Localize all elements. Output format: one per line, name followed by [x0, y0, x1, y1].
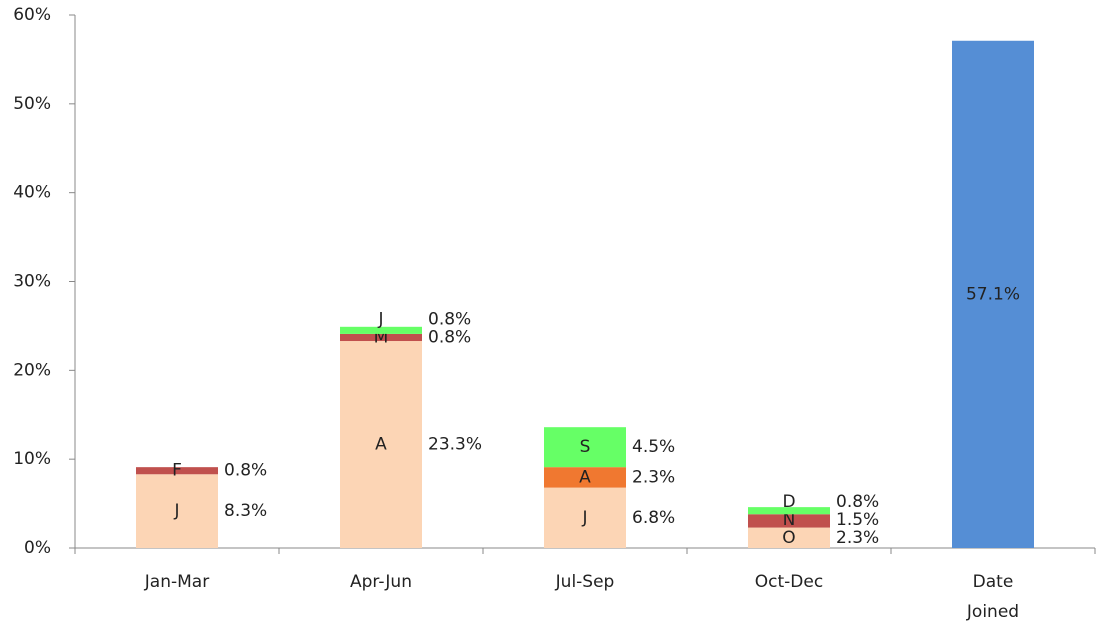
bar-segment [544, 487, 626, 548]
value-label: 1.5% [836, 510, 879, 530]
y-tick-label: 20% [13, 360, 51, 380]
bar-segment [340, 333, 422, 342]
y-tick-label: 30% [13, 272, 51, 292]
bar-segment [952, 40, 1034, 549]
value-label: 0.8% [428, 309, 471, 329]
value-label: 23.3% [428, 435, 482, 455]
bar-segment [748, 514, 830, 528]
segment-letter: O [782, 528, 795, 548]
value-label: 0.8% [836, 492, 879, 512]
segment-letter: A [579, 467, 591, 487]
x-tick-label: Apr-Jun [350, 572, 412, 592]
segment-letter: J [173, 501, 179, 521]
value-label: 8.3% [224, 501, 267, 521]
segment-letter: J [377, 309, 383, 329]
bar-segment [748, 507, 830, 515]
x-tick-label: Date Joined [966, 572, 1019, 622]
y-tick-label: 40% [13, 183, 51, 203]
segment-letter: A [375, 435, 387, 455]
value-label: 2.3% [632, 467, 675, 487]
segment-letter: N [783, 510, 796, 530]
segment-letter: D [782, 492, 795, 512]
y-tick-label: 0% [24, 538, 51, 558]
bar-segment [340, 326, 422, 334]
value-label: 0.8% [224, 461, 267, 481]
bar-segment [544, 427, 626, 468]
x-tick-label: Oct-Dec [755, 572, 823, 592]
y-tick-label: 10% [13, 449, 51, 469]
bar-segment [748, 527, 830, 548]
bar-segment [544, 467, 626, 488]
value-label: 4.5% [632, 437, 675, 457]
bar-segment [340, 341, 422, 548]
segment-letter: J [581, 508, 587, 528]
value-label: 57.1% [966, 284, 1020, 304]
segment-letter: F [172, 461, 182, 481]
value-label: 0.8% [428, 327, 471, 347]
segment-letter: S [580, 437, 591, 457]
bar-segment [136, 467, 218, 475]
value-label: 6.8% [632, 508, 675, 528]
bar-segment [136, 474, 218, 548]
y-tick-label: 50% [13, 94, 51, 114]
x-tick-label: Jul-Sep [555, 572, 615, 592]
value-label: 2.3% [836, 528, 879, 548]
y-tick-label: 60% [13, 5, 51, 25]
x-tick-label: Jan-Mar [144, 572, 209, 592]
